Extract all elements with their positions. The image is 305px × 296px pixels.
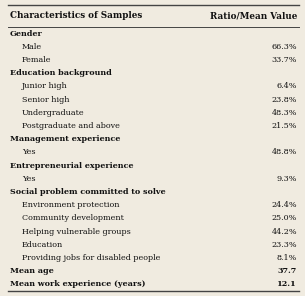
Text: 21.5%: 21.5% [271, 122, 297, 130]
Text: Community development: Community development [22, 214, 124, 222]
Text: Education background: Education background [10, 69, 112, 77]
Text: Education: Education [22, 241, 63, 249]
Text: 48.8%: 48.8% [272, 148, 297, 156]
Text: Male: Male [22, 43, 42, 51]
Text: 44.2%: 44.2% [271, 228, 297, 236]
Text: Senior high: Senior high [22, 96, 70, 104]
Text: Characteristics of Samples: Characteristics of Samples [10, 12, 142, 20]
Text: 12.1: 12.1 [277, 280, 297, 288]
Text: Female: Female [22, 56, 52, 64]
Text: 6.4%: 6.4% [277, 82, 297, 90]
Text: Entrepreneurial experience: Entrepreneurial experience [10, 162, 134, 170]
Text: 48.3%: 48.3% [271, 109, 297, 117]
Text: 37.7: 37.7 [278, 267, 297, 275]
Text: Yes: Yes [22, 175, 35, 183]
Text: Management experience: Management experience [10, 135, 120, 143]
Text: Environment protection: Environment protection [22, 201, 120, 209]
Text: 25.0%: 25.0% [272, 214, 297, 222]
Text: Social problem committed to solve: Social problem committed to solve [10, 188, 166, 196]
Text: 9.3%: 9.3% [277, 175, 297, 183]
Text: 23.3%: 23.3% [271, 241, 297, 249]
Text: Ratio/Mean Value: Ratio/Mean Value [210, 12, 297, 20]
Text: 23.8%: 23.8% [271, 96, 297, 104]
Text: 24.4%: 24.4% [271, 201, 297, 209]
Text: Providing jobs for disabled people: Providing jobs for disabled people [22, 254, 160, 262]
Text: 33.7%: 33.7% [271, 56, 297, 64]
Text: Mean age: Mean age [10, 267, 54, 275]
Text: Helping vulnerable groups: Helping vulnerable groups [22, 228, 131, 236]
Text: Gender: Gender [10, 30, 43, 38]
Text: 66.3%: 66.3% [271, 43, 297, 51]
Text: Junior high: Junior high [22, 82, 68, 90]
Text: Undergraduate: Undergraduate [22, 109, 84, 117]
Text: Mean work experience (years): Mean work experience (years) [10, 280, 145, 288]
Text: Postgraduate and above: Postgraduate and above [22, 122, 120, 130]
Text: 8.1%: 8.1% [277, 254, 297, 262]
Text: Yes: Yes [22, 148, 35, 156]
